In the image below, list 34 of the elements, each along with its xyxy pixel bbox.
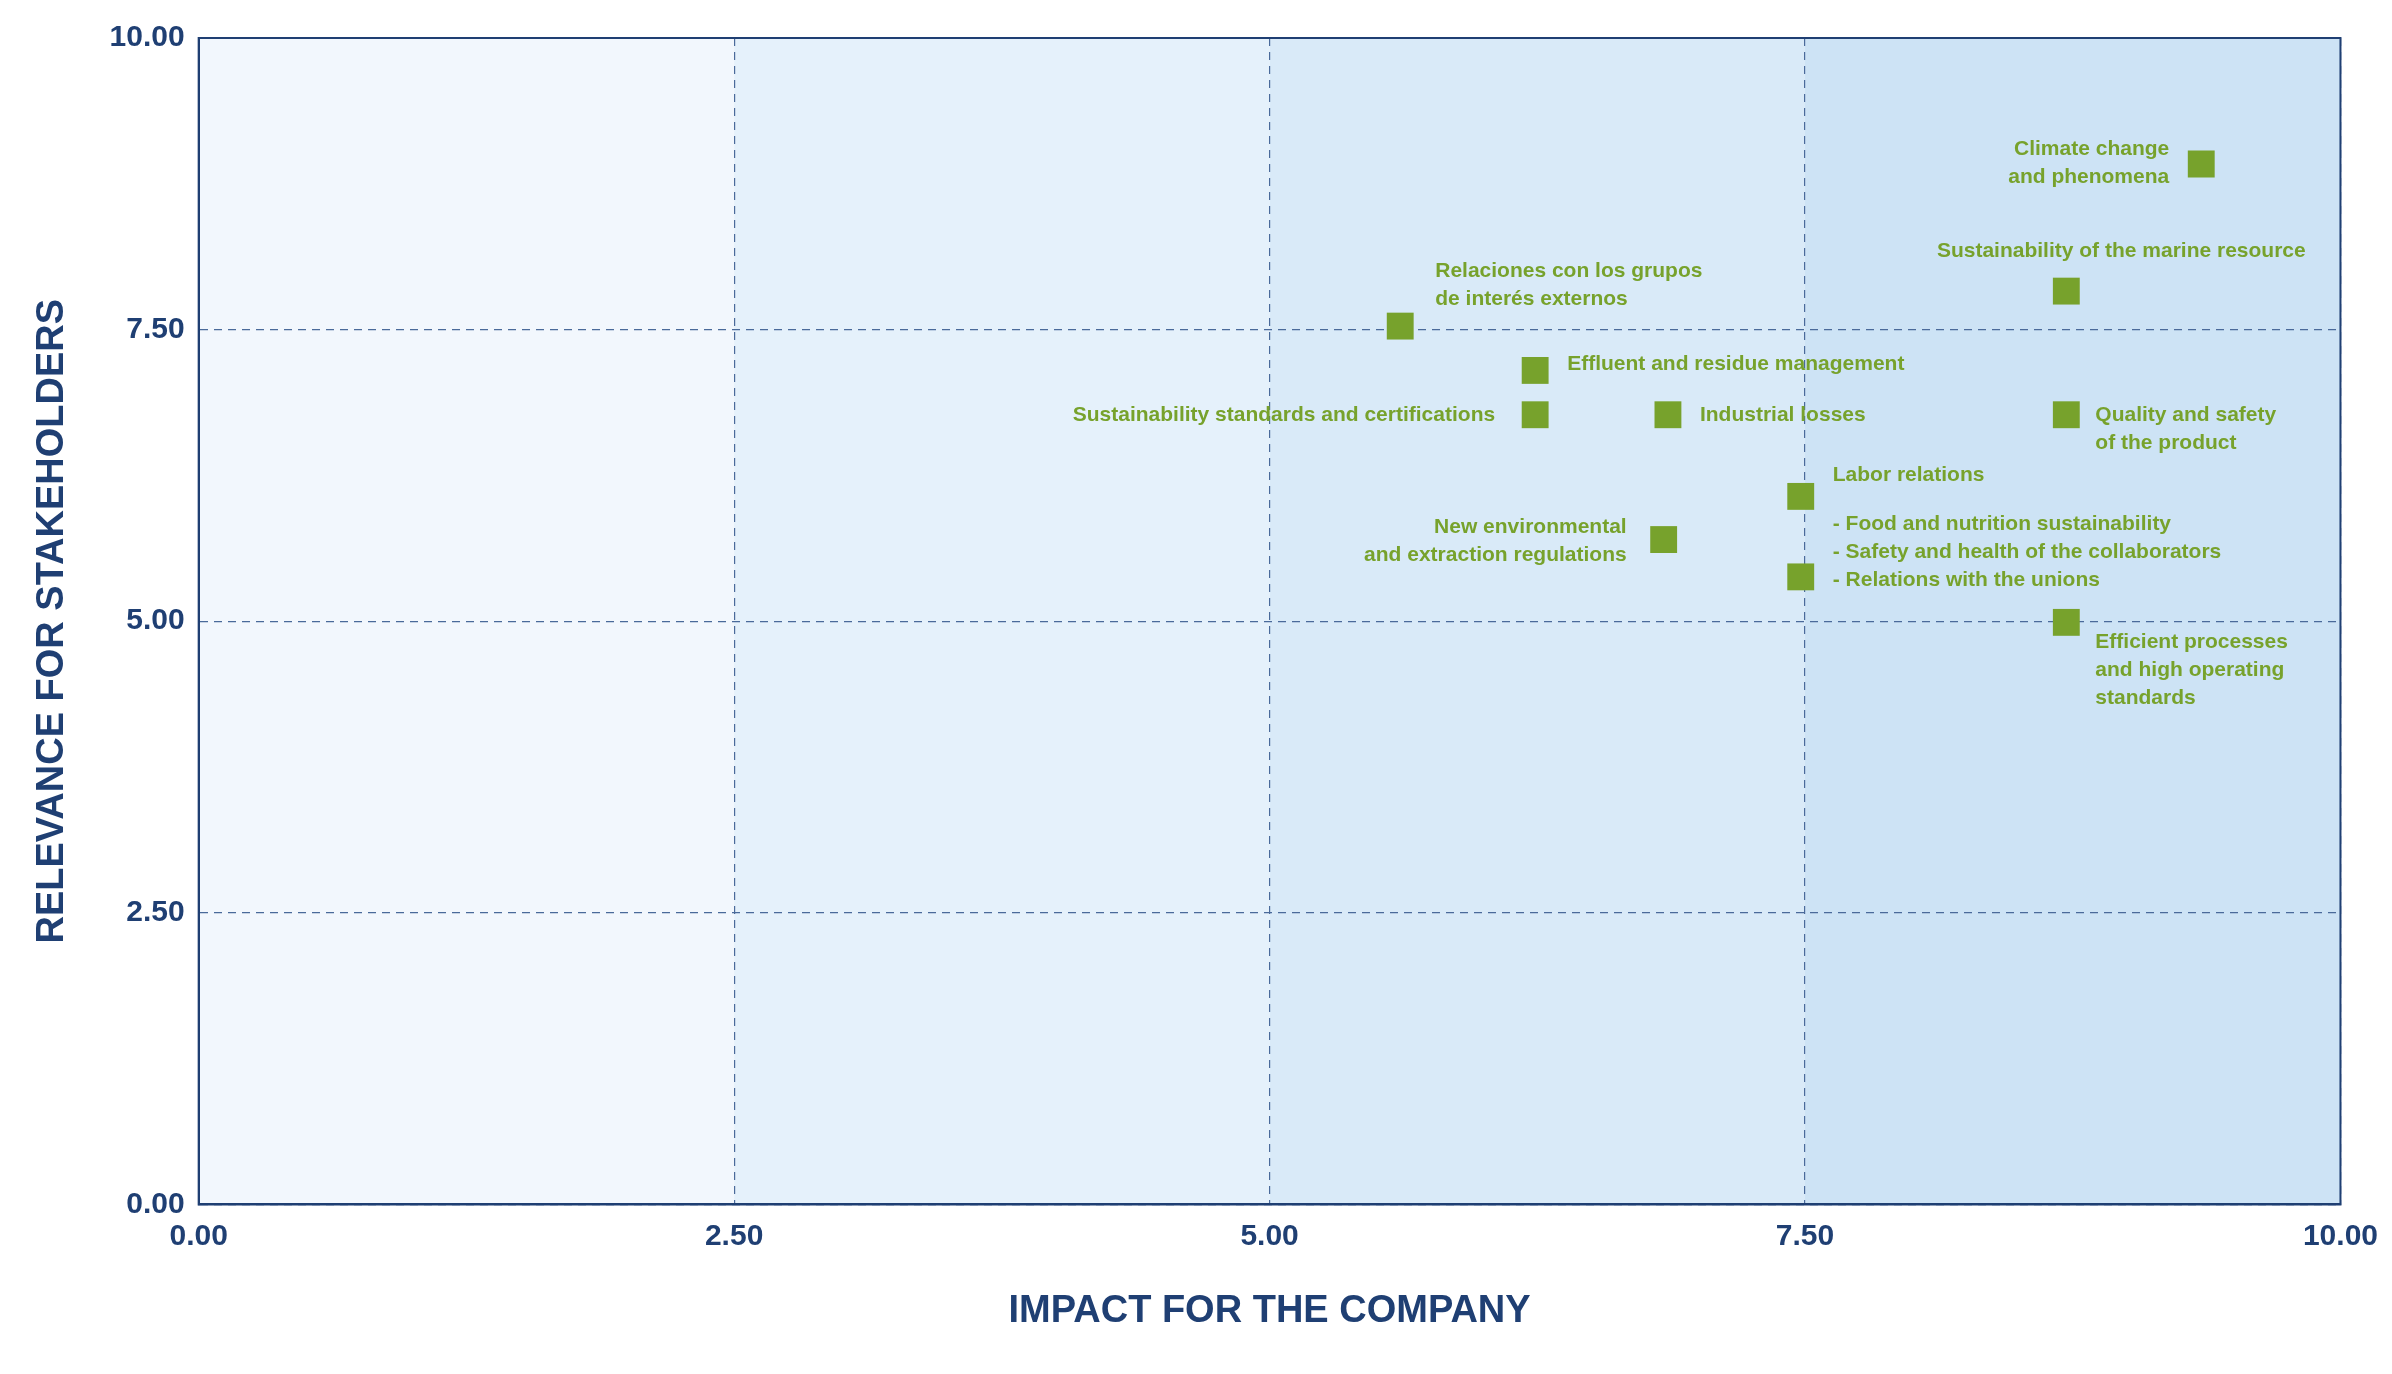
point	[1521, 356, 1549, 384]
point	[1654, 401, 1682, 429]
x-tick-label: 7.50	[1775, 1217, 1835, 1251]
annotation: Industrial losses	[1699, 401, 1866, 425]
x-tick-label: 10.00	[2302, 1217, 2378, 1251]
annotation: - Food and nutrition sustainability - Safety and health of the collaborators - Relations with the unions	[1832, 510, 2222, 590]
point	[1521, 401, 1549, 429]
x-tick-label: 5.00	[1240, 1217, 1299, 1251]
point	[1787, 563, 1815, 591]
annotation: Sustainability of the marine resource	[1936, 237, 2306, 261]
y-tick-label: 2.50	[126, 894, 185, 928]
point	[2052, 401, 2080, 429]
point	[1386, 312, 1414, 340]
point	[2052, 608, 2080, 636]
y-tick-label: 0.00	[126, 1185, 185, 1219]
annotation: Quality and safety of the product	[2095, 401, 2277, 453]
x-tick-label: 0.00	[169, 1217, 228, 1251]
annotation: Sustainability standards and certifications	[1072, 401, 1496, 425]
point	[2187, 150, 2215, 178]
annotation: New environmental and extraction regulations	[1364, 514, 1627, 566]
point	[1650, 526, 1678, 553]
annotation: Climate change and phenomena	[2008, 135, 2170, 187]
annotation: Efficient processes and high operating standards	[2095, 629, 2288, 709]
point	[1787, 482, 1815, 510]
annotation: Effluent and residue management	[1567, 351, 1905, 375]
x-axis-title: IMPACT FOR THE COMPANY	[1008, 1287, 1531, 1330]
y-tick-label: 10.00	[109, 19, 185, 53]
y-axis-title: RELEVANCE FOR STAKEHOLDERS	[29, 298, 72, 944]
point	[2052, 277, 2080, 305]
annotation: Relaciones con los grupos de interés externos	[1435, 257, 1703, 309]
annotation: Labor relations	[1832, 462, 1985, 486]
y-tick-label: 5.00	[126, 602, 185, 636]
x-tick-label: 2.50	[704, 1217, 764, 1251]
y-tick-label: 7.50	[126, 310, 185, 344]
